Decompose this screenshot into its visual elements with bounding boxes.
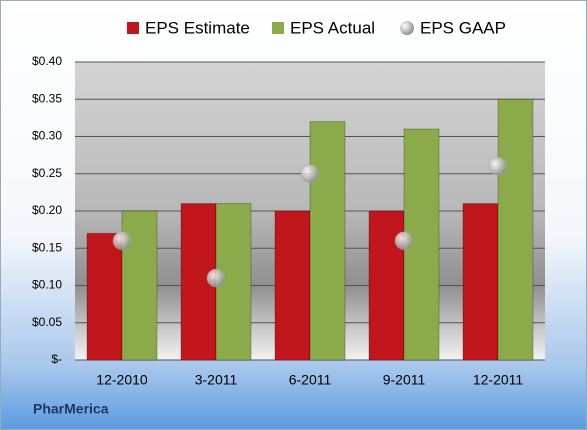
y-tick-label: $- bbox=[51, 352, 62, 366]
marker bbox=[300, 164, 320, 183]
legend: EPS Estimate EPS Actual EPS GAAP bbox=[127, 18, 506, 37]
y-tick-label: $0.05 bbox=[32, 315, 62, 329]
legend-swatch bbox=[400, 21, 414, 35]
bar bbox=[497, 98, 534, 361]
legend-swatch bbox=[127, 22, 139, 34]
x-tick-label: 12-2011 bbox=[473, 372, 524, 388]
bar bbox=[403, 128, 440, 361]
legend-label: EPS Actual bbox=[290, 18, 375, 37]
x-tick-label: 6-2011 bbox=[289, 372, 332, 388]
marker bbox=[206, 268, 226, 288]
y-tick-label: $0.10 bbox=[32, 278, 62, 292]
bar bbox=[274, 210, 311, 361]
bar bbox=[309, 121, 346, 361]
marker bbox=[394, 231, 414, 251]
bar bbox=[86, 232, 123, 361]
footer: PharMerica bbox=[33, 401, 109, 417]
y-tick-label: $0.25 bbox=[32, 166, 62, 180]
legend-label: EPS Estimate bbox=[145, 18, 250, 37]
legend-label: EPS GAAP bbox=[420, 18, 506, 37]
y-tick-label: $0.30 bbox=[32, 129, 62, 143]
marker bbox=[112, 231, 132, 251]
x-tick-label: 12-2010 bbox=[96, 372, 148, 388]
y-tick-label: $0.20 bbox=[32, 203, 62, 217]
y-tick-label: $0.15 bbox=[32, 240, 62, 254]
x-tick-label: 3-2011 bbox=[195, 372, 238, 388]
y-tick-label: $0.40 bbox=[32, 54, 62, 68]
x-tick-label: 9-2011 bbox=[383, 372, 426, 388]
marker bbox=[488, 157, 508, 176]
bar bbox=[462, 203, 499, 361]
legend-swatch bbox=[272, 22, 284, 34]
y-tick-label: $0.35 bbox=[32, 91, 62, 105]
